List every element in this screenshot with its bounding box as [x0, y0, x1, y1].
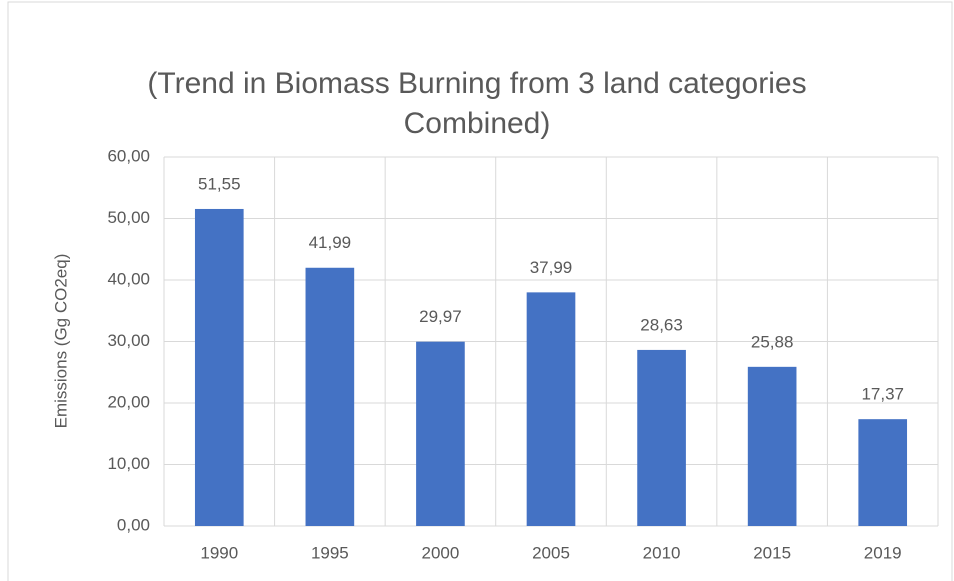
y-tick-label: 60,00 [107, 146, 150, 165]
y-tick-label: 10,00 [107, 454, 150, 473]
y-tick-label: 0,00 [117, 515, 150, 534]
data-label: 17,37 [861, 385, 904, 404]
data-label: 25,88 [751, 332, 794, 351]
data-label: 41,99 [309, 233, 352, 252]
x-tick-label: 2015 [753, 543, 791, 562]
bar [305, 267, 355, 526]
data-label: 29,97 [419, 307, 462, 326]
x-tick-label: 2019 [864, 543, 902, 562]
data-label: 51,55 [198, 174, 241, 193]
y-tick-label: 40,00 [107, 269, 150, 288]
x-tick-label: 2000 [422, 543, 460, 562]
x-tick-label: 1995 [311, 543, 349, 562]
data-label: 37,99 [530, 258, 573, 277]
y-tick-label: 50,00 [107, 208, 150, 227]
bar [526, 292, 576, 526]
data-label: 28,63 [640, 315, 683, 334]
bar [747, 366, 797, 526]
chart-title: (Trend in Biomass Burning from 3 land ca… [147, 67, 807, 140]
bar [858, 419, 908, 526]
bar [194, 208, 244, 526]
y-tick-label: 30,00 [107, 331, 150, 350]
chart-border [7, 1, 953, 581]
x-tick-label: 2005 [532, 543, 570, 562]
x-tick-label: 2010 [643, 543, 681, 562]
bar [637, 349, 686, 526]
y-tick-label: 20,00 [107, 392, 150, 411]
x-tick-label: 1990 [200, 543, 238, 562]
y-axis-label: Emissions (Gg CO2eq) [51, 254, 70, 429]
bar [416, 341, 465, 526]
